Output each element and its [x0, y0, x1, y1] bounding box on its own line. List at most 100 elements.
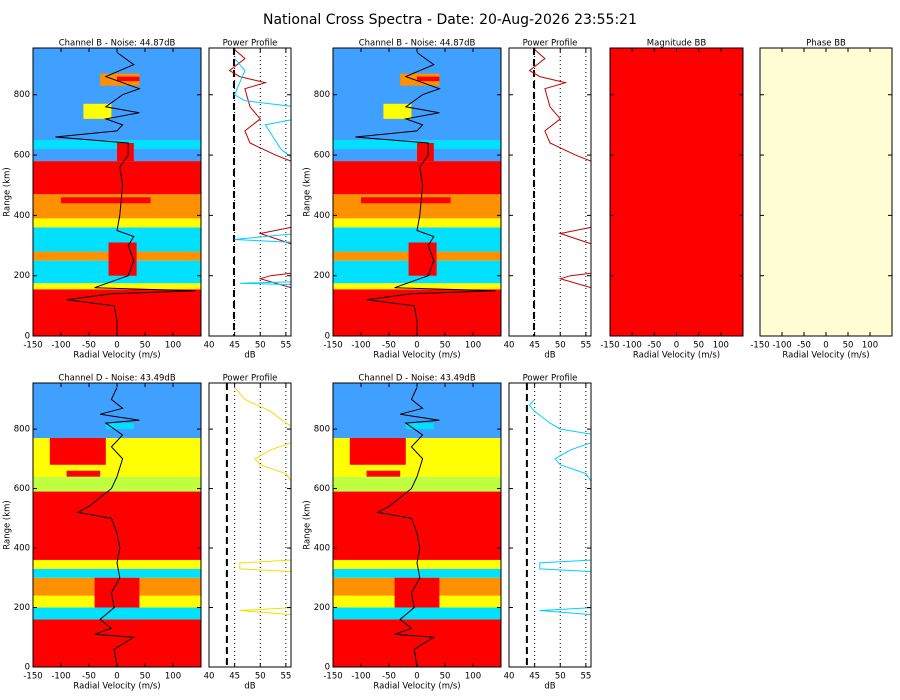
spectrum-band	[33, 218, 201, 228]
panel-title: Power Profile	[523, 39, 578, 49]
panel-title: Power Profile	[223, 374, 278, 384]
x-tick-label: -150	[23, 672, 42, 682]
plot-area	[760, 48, 892, 336]
y-axis-label: Range (km)	[303, 500, 313, 549]
spectrum-core	[66, 470, 101, 477]
spectrum-band	[33, 283, 201, 290]
x-tick-label: 45	[229, 341, 240, 351]
plot-frame	[208, 382, 292, 668]
plot-area	[209, 48, 291, 336]
spectrum-band	[333, 218, 501, 228]
x-tick-label: -50	[797, 341, 811, 351]
x-tick-label: 55	[580, 672, 591, 682]
profile-line	[233, 58, 291, 286]
x-tick-label: 55	[280, 672, 291, 682]
figure-title: National Cross Spectra - Date: 20-Aug-20…	[263, 12, 637, 28]
spectrum-band	[333, 161, 501, 195]
x-axis-label: Radial Velocity (m/s)	[73, 351, 160, 361]
x-tick-label: -100	[772, 341, 791, 351]
spectrum-band	[33, 48, 201, 140]
panel-title: Channel D - Noise: 43.49dB	[58, 374, 175, 384]
spectrum-band	[33, 383, 201, 439]
spectrum-band	[33, 568, 201, 578]
y-tick-label: 200	[314, 271, 330, 281]
plot-area	[33, 48, 201, 336]
profile-line	[228, 49, 291, 289]
spectrum-band	[333, 476, 501, 492]
x-tick-label: -100	[51, 672, 70, 682]
profile-line	[528, 399, 591, 616]
y-tick-label: 400	[314, 544, 330, 554]
spectrum-band	[333, 607, 501, 620]
panel-title: Magnitude BB	[647, 39, 707, 49]
x-tick-label: 0	[114, 341, 119, 351]
y-tick-label: 0	[325, 663, 330, 673]
x-tick-label: 55	[580, 341, 591, 351]
panel-title: Channel B - Noise: 44.87dB	[59, 39, 176, 49]
x-tick-label: 50	[693, 341, 704, 351]
y-tick-label: 800	[14, 425, 30, 435]
y-axis-label: Range (km)	[303, 167, 313, 216]
x-tick-label: 50	[843, 341, 854, 351]
plot-frame	[508, 382, 592, 668]
x-tick-label: 100	[165, 341, 181, 351]
x-tick-label: 50	[555, 341, 566, 351]
y-tick-label: 600	[14, 484, 30, 494]
x-tick-label: 0	[823, 341, 828, 351]
spectrum-core	[417, 76, 440, 82]
x-tick-label: -150	[323, 341, 342, 351]
x-axis-label: Radial Velocity (m/s)	[782, 351, 869, 361]
spectrum-band	[333, 48, 501, 140]
y-tick-label: 200	[314, 603, 330, 613]
spectrum-band	[33, 161, 201, 195]
profile-line	[234, 387, 291, 616]
profile-line	[76, 387, 140, 667]
plot-frame	[208, 47, 292, 337]
y-tick-label: 200	[14, 271, 30, 281]
spectrum-core	[61, 197, 151, 204]
panel-title: Power Profile	[523, 374, 578, 384]
spectrum-core	[361, 197, 451, 204]
y-tick-label: 600	[14, 151, 30, 161]
x-tick-label: 50	[555, 672, 566, 682]
x-tick-label: 0	[114, 672, 119, 682]
x-tick-label: 50	[140, 341, 151, 351]
x-tick-label: 0	[674, 341, 679, 351]
y-tick-label: 800	[14, 90, 30, 100]
x-tick-label: -50	[82, 341, 96, 351]
plot-fill	[610, 48, 743, 336]
spectrum-core	[366, 470, 401, 477]
spectrum-band	[333, 619, 501, 667]
x-axis-label: dB	[244, 351, 255, 361]
plot-area	[209, 383, 291, 667]
spectrum-core	[83, 103, 112, 119]
spectrum-core	[405, 423, 434, 430]
x-tick-label: 0	[414, 341, 419, 351]
x-tick-label: -100	[623, 341, 642, 351]
y-axis-label: Range (km)	[3, 167, 13, 216]
x-tick-label: -100	[351, 672, 370, 682]
x-axis-label: Radial Velocity (m/s)	[373, 351, 460, 361]
x-tick-label: 100	[465, 672, 481, 682]
profile-line	[528, 49, 591, 289]
x-tick-label: 100	[713, 341, 729, 351]
spectrum-band	[33, 607, 201, 620]
spectrum-band	[33, 464, 201, 477]
x-tick-label: -100	[51, 341, 70, 351]
plot-area	[333, 383, 501, 667]
x-tick-label: 45	[229, 672, 240, 682]
x-axis-label: Radial Velocity (m/s)	[373, 682, 460, 692]
x-tick-label: 0	[414, 672, 419, 682]
spectrum-band	[333, 283, 501, 290]
spectrum-band	[333, 464, 501, 477]
y-tick-label: 0	[25, 663, 30, 673]
profile-line	[55, 52, 196, 336]
y-tick-label: 200	[14, 603, 30, 613]
spectrum-core	[105, 423, 134, 430]
plot-area	[509, 48, 591, 336]
x-tick-label: 100	[862, 341, 878, 351]
spectrum-core	[383, 103, 412, 119]
spectrum-core	[349, 438, 406, 465]
profile-line	[376, 387, 440, 667]
